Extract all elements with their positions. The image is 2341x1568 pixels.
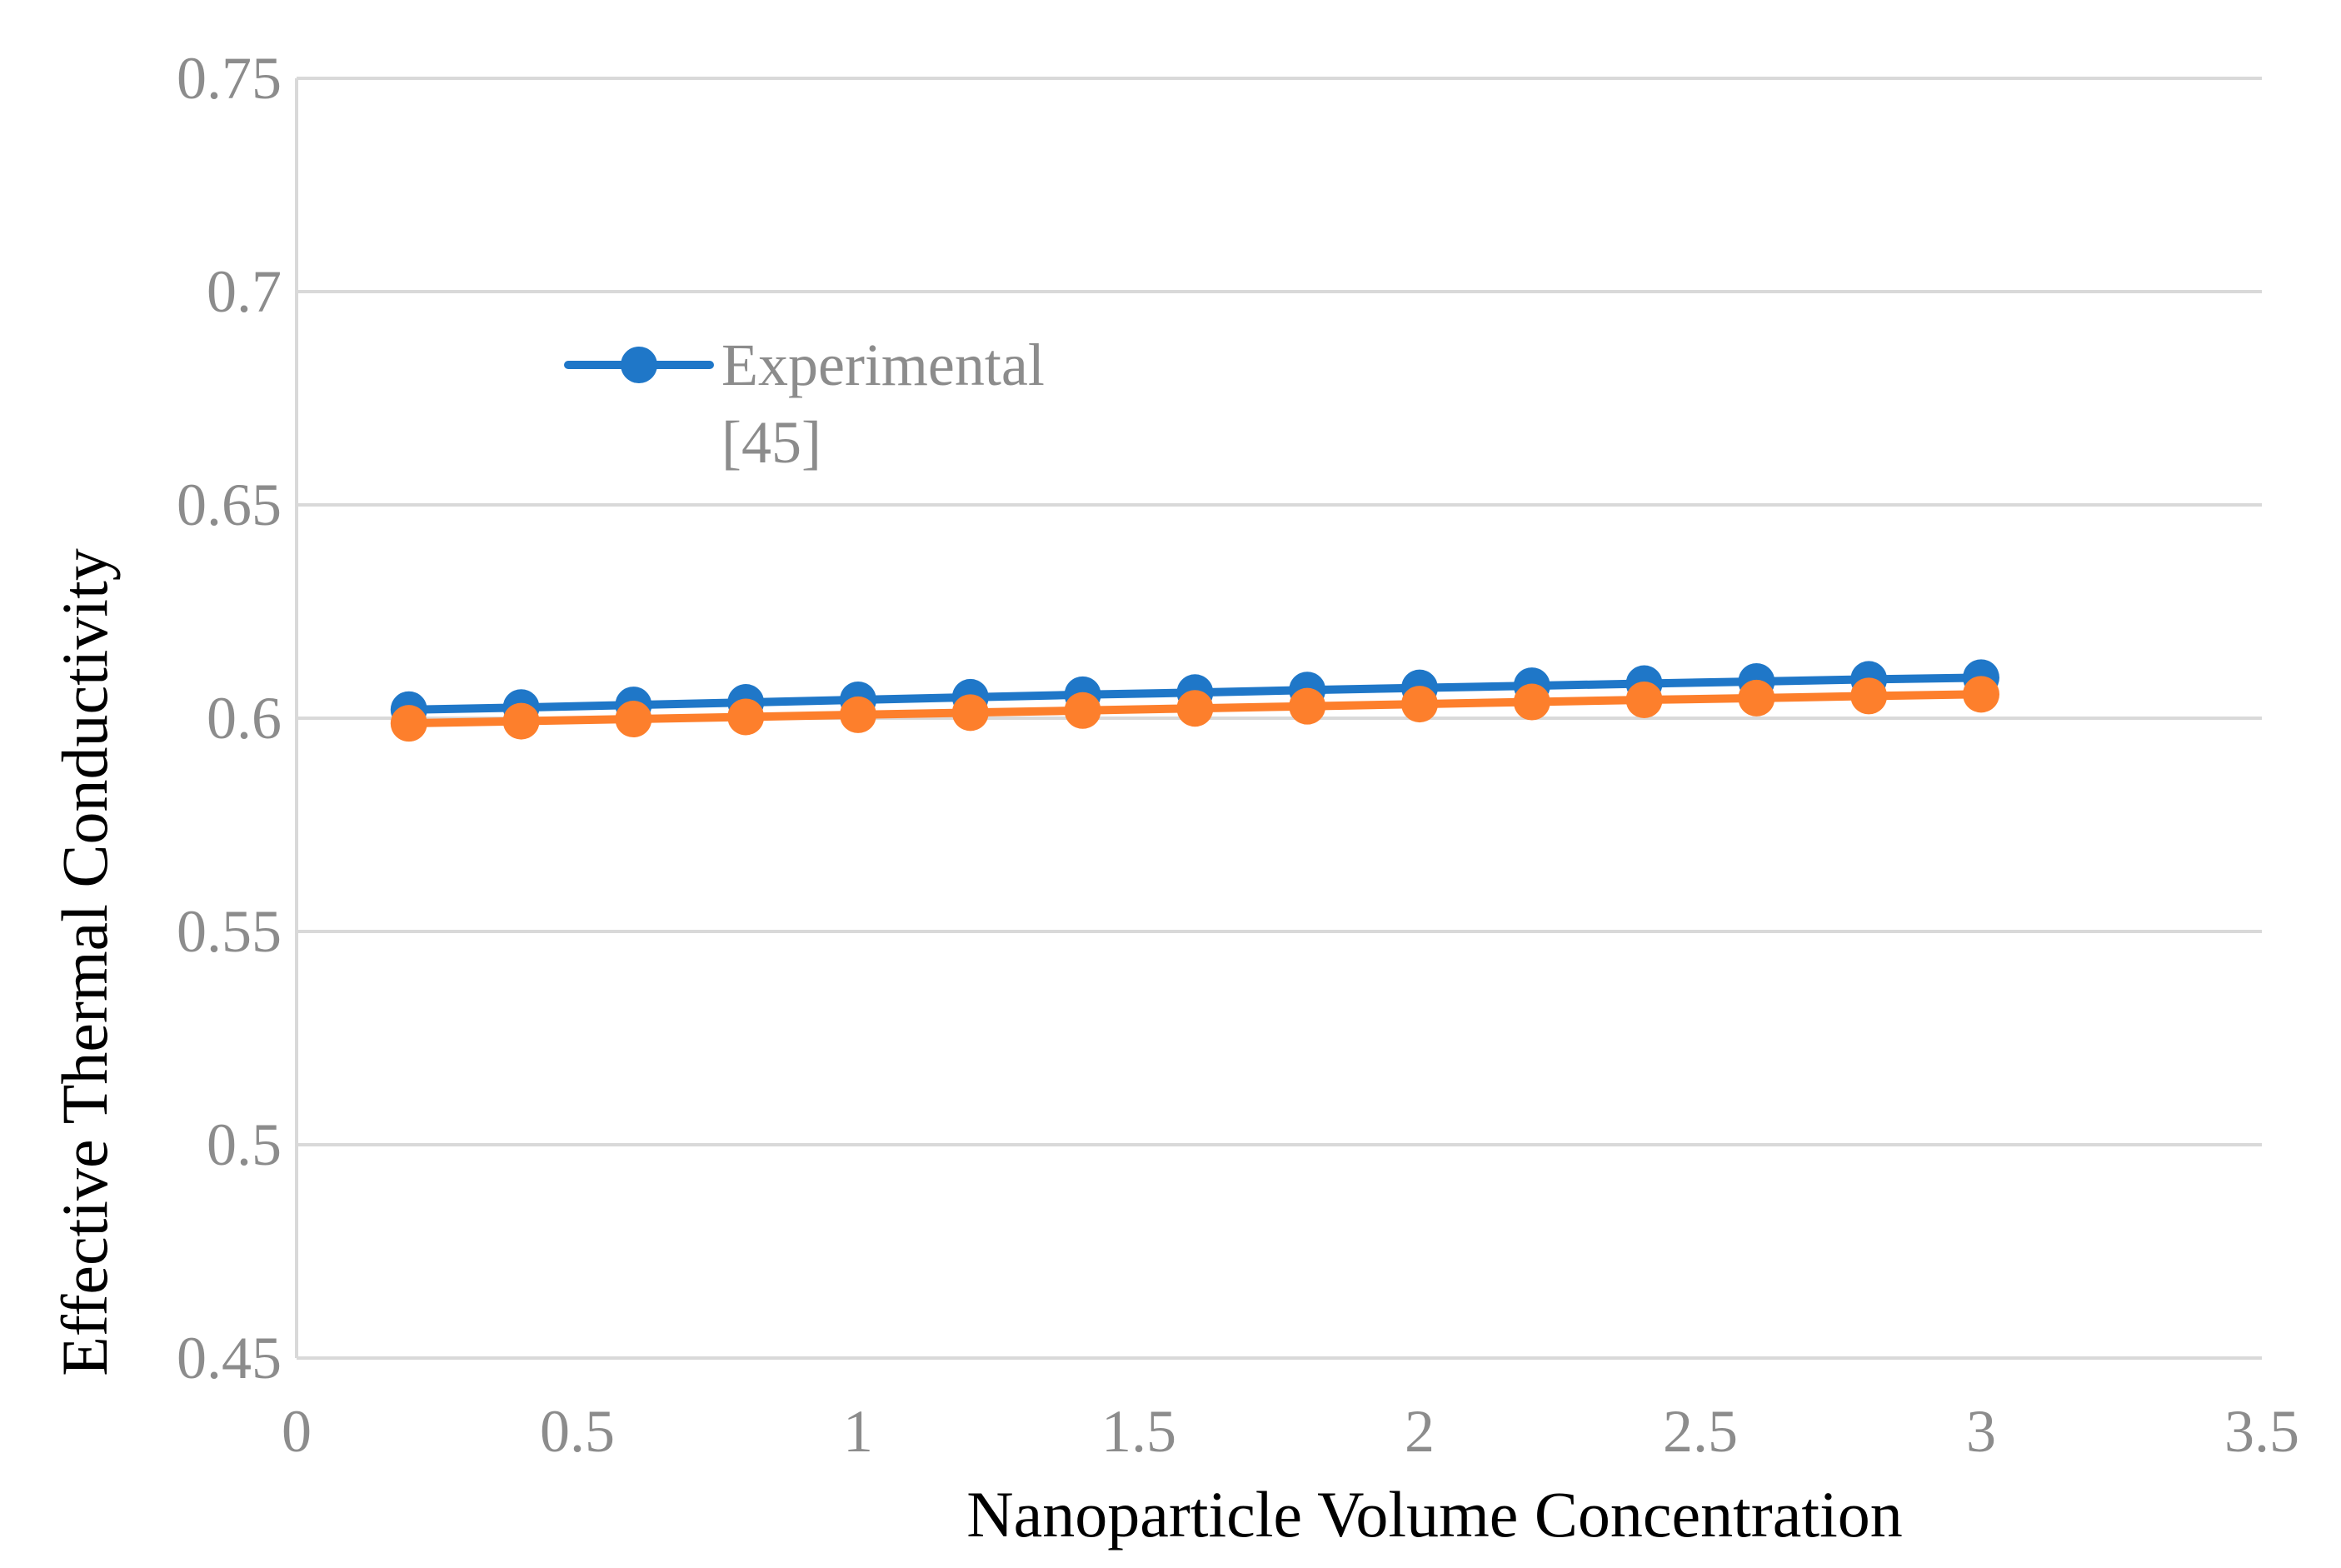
y-axis-title: Effective Thermal Conductivity [48,548,121,1376]
x-tick-label: 3.5 [2224,1398,2299,1465]
gridlines [297,77,2262,1146]
data-point [727,698,765,736]
data-point [1289,687,1326,725]
x-tick-label: 2 [1405,1398,1435,1465]
data-point [502,702,540,740]
data-point [1625,681,1663,718]
legend-label-line1: Experimental [721,332,1045,398]
data-point [1176,690,1214,727]
legend: Experimental [45] [564,332,1045,476]
y-tick-label: 0.65 [177,472,282,538]
data-point [1963,676,1999,713]
data-point [615,701,652,738]
x-tick-label: 2.5 [1663,1398,1738,1465]
data-point [1850,677,1888,715]
y-tick-label: 0.6 [207,685,282,752]
series-1 [390,676,1999,742]
y-tick-label: 0.75 [177,45,282,112]
x-tick-label: 1 [843,1398,873,1465]
legend-marker-experimental [621,347,657,383]
x-tick-label: 3 [1966,1398,1996,1465]
data-point [390,705,427,742]
data-point [1738,679,1775,717]
data-point [1064,692,1101,729]
data-point [840,696,876,733]
legend-label-line2: [45] [721,409,821,476]
y-tick-label: 0.7 [207,258,282,325]
axes [295,78,2262,1360]
data-point [1401,686,1438,723]
y-tick-label: 0.55 [177,898,282,965]
data-point [951,694,989,732]
y-tick-labels: 0.45 0.5 0.55 0.6 0.65 0.7 0.75 [177,45,282,1391]
data-point [1513,683,1550,721]
y-tick-label: 0.45 [177,1325,282,1391]
x-tick-label: 0.5 [540,1398,615,1465]
x-axis-title: Nanoparticle Volume Concentration [966,1478,1903,1551]
x-tick-label: 1.5 [1101,1398,1176,1465]
x-tick-label: 0 [282,1398,312,1465]
y-tick-label: 0.5 [207,1111,282,1178]
data-series [390,659,1999,742]
x-tick-labels: 0 0.5 1 1.5 2 2.5 3 3.5 [282,1398,2299,1465]
